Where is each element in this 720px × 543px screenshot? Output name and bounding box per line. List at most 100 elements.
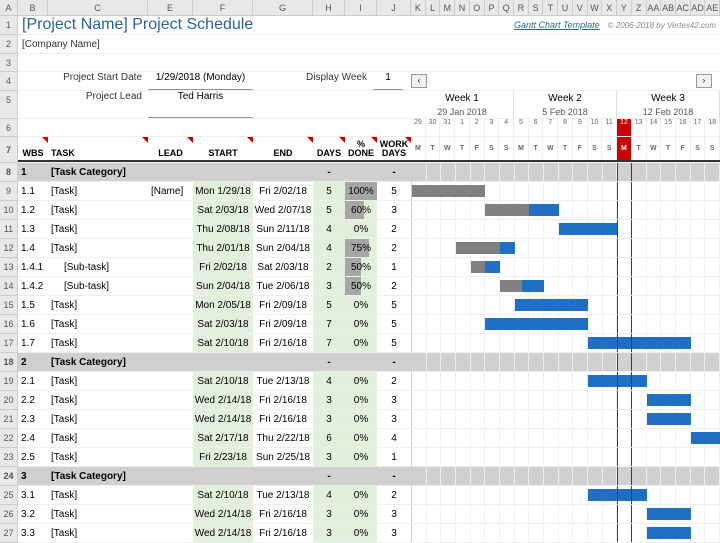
cell-pct[interactable]: 0% [345, 486, 377, 504]
cell-task[interactable]: [Task Category] [48, 163, 148, 181]
cell-wbs[interactable]: 1.4 [18, 239, 48, 257]
cell-task[interactable]: [Task] [48, 334, 148, 352]
col-header[interactable]: H [313, 0, 345, 15]
gantt-bar[interactable] [485, 318, 588, 330]
cell-end[interactable]: Fri 2/09/18 [253, 296, 313, 314]
cell-task[interactable]: [Task] [48, 505, 148, 523]
col-header[interactable]: N [455, 0, 470, 15]
cell-lead[interactable] [148, 448, 193, 466]
cell-pct[interactable]: 0% [345, 429, 377, 447]
cell-start[interactable]: Wed 2/14/18 [193, 524, 253, 542]
cell-end[interactable]: Fri 2/16/18 [253, 524, 313, 542]
cell-wbs[interactable]: 1.5 [18, 296, 48, 314]
col-header[interactable]: X [602, 0, 617, 15]
cell-start[interactable]: Sat 2/10/18 [193, 372, 253, 390]
cell-work[interactable]: 1 [377, 258, 411, 276]
cell-start[interactable]: Mon 2/05/18 [193, 296, 253, 314]
cell-lead[interactable] [148, 429, 193, 447]
cell-wbs[interactable]: 2.5 [18, 448, 48, 466]
cell-pct[interactable]: 0% [345, 334, 377, 352]
cell-wbs[interactable]: 1.4.2 [18, 277, 48, 295]
cell-end[interactable]: Fri 2/16/18 [253, 391, 313, 409]
cell-days[interactable]: 7 [313, 334, 345, 352]
col-header[interactable]: K [411, 0, 426, 15]
cell-work[interactable]: 2 [377, 239, 411, 257]
col-header[interactable]: V [573, 0, 588, 15]
cell-lead[interactable] [148, 201, 193, 219]
cell-end[interactable]: Sun 2/25/18 [253, 448, 313, 466]
gantt-bar[interactable] [647, 508, 691, 520]
gantt-bar[interactable] [588, 489, 647, 501]
cell-days[interactable]: - [313, 467, 345, 485]
gantt-bar[interactable] [588, 337, 691, 349]
cell-end[interactable]: Fri 2/16/18 [253, 410, 313, 428]
cell-start[interactable]: Thu 2/01/18 [193, 239, 253, 257]
cell-start[interactable]: Sat 2/03/18 [193, 201, 253, 219]
cell-task[interactable]: [Task] [48, 239, 148, 257]
cell-work[interactable]: 2 [377, 220, 411, 238]
cell-pct[interactable]: 0% [345, 315, 377, 333]
cell-lead[interactable] [148, 277, 193, 295]
gantt-bar[interactable] [647, 413, 691, 425]
cell-pct[interactable]: 60% [345, 201, 377, 219]
cell-lead[interactable] [148, 353, 193, 371]
cell-task[interactable]: [Task] [48, 429, 148, 447]
col-header[interactable]: E [148, 0, 193, 15]
cell-days[interactable]: 3 [313, 277, 345, 295]
col-header[interactable]: Q [499, 0, 514, 15]
cell-task[interactable]: [Task] [48, 296, 148, 314]
cell-wbs[interactable]: 2.1 [18, 372, 48, 390]
cell-days[interactable]: 3 [313, 524, 345, 542]
cell-task[interactable]: [Task] [48, 410, 148, 428]
col-header[interactable]: F [193, 0, 253, 15]
col-header[interactable]: B [18, 0, 48, 15]
cell-lead[interactable] [148, 239, 193, 257]
col-header[interactable]: A [0, 0, 18, 15]
cell-task[interactable]: [Task] [48, 524, 148, 542]
prev-week-button[interactable]: ‹ [411, 74, 427, 88]
col-header[interactable]: L [426, 0, 441, 15]
cell-wbs[interactable]: 1.6 [18, 315, 48, 333]
cell-days[interactable]: 3 [313, 448, 345, 466]
cell-task[interactable]: [Task] [48, 220, 148, 238]
col-header[interactable]: AB [661, 0, 676, 15]
cell-lead[interactable] [148, 410, 193, 428]
cell-start[interactable] [193, 353, 253, 371]
cell-days[interactable]: 4 [313, 372, 345, 390]
cell-pct[interactable]: 0% [345, 448, 377, 466]
cell-lead[interactable] [148, 296, 193, 314]
col-header[interactable]: Y [617, 0, 632, 15]
cell-wbs[interactable]: 1.4.1 [18, 258, 48, 276]
cell-work[interactable]: 1 [377, 448, 411, 466]
cell-start[interactable]: Wed 2/14/18 [193, 505, 253, 523]
cell-work[interactable]: 4 [377, 429, 411, 447]
col-header[interactable]: T [543, 0, 558, 15]
cell-task[interactable]: [Task] [48, 182, 148, 200]
cell-end[interactable]: Sat 2/03/18 [253, 258, 313, 276]
gantt-bar[interactable] [647, 394, 691, 406]
cell-start[interactable]: Wed 2/14/18 [193, 391, 253, 409]
next-week-button[interactable]: › [696, 74, 712, 88]
cell-end[interactable]: Tue 2/06/18 [253, 277, 313, 295]
cell-lead[interactable] [148, 391, 193, 409]
cell-start[interactable]: Sun 2/04/18 [193, 277, 253, 295]
cell-start[interactable]: Wed 2/14/18 [193, 410, 253, 428]
cell-start[interactable]: Thu 2/08/18 [193, 220, 253, 238]
cell-days[interactable]: 5 [313, 296, 345, 314]
company-name[interactable]: [Company Name] [18, 35, 720, 54]
cell-days[interactable]: 4 [313, 239, 345, 257]
cell-work[interactable]: 3 [377, 524, 411, 542]
cell-pct[interactable]: 0% [345, 410, 377, 428]
cell-end[interactable]: Fri 2/16/18 [253, 505, 313, 523]
cell-work[interactable]: 5 [377, 296, 411, 314]
cell-end[interactable]: Tue 2/13/18 [253, 372, 313, 390]
col-header[interactable]: W [588, 0, 603, 15]
cell-wbs[interactable]: 1.1 [18, 182, 48, 200]
cell-start[interactable]: Sat 2/10/18 [193, 334, 253, 352]
cell-work[interactable]: - [377, 163, 411, 181]
display-week-value[interactable]: 1 [373, 72, 403, 90]
cell-wbs[interactable]: 1.3 [18, 220, 48, 238]
cell-wbs[interactable]: 1.2 [18, 201, 48, 219]
cell-days[interactable]: 3 [313, 410, 345, 428]
template-link[interactable]: Gantt Chart Template [514, 20, 600, 30]
